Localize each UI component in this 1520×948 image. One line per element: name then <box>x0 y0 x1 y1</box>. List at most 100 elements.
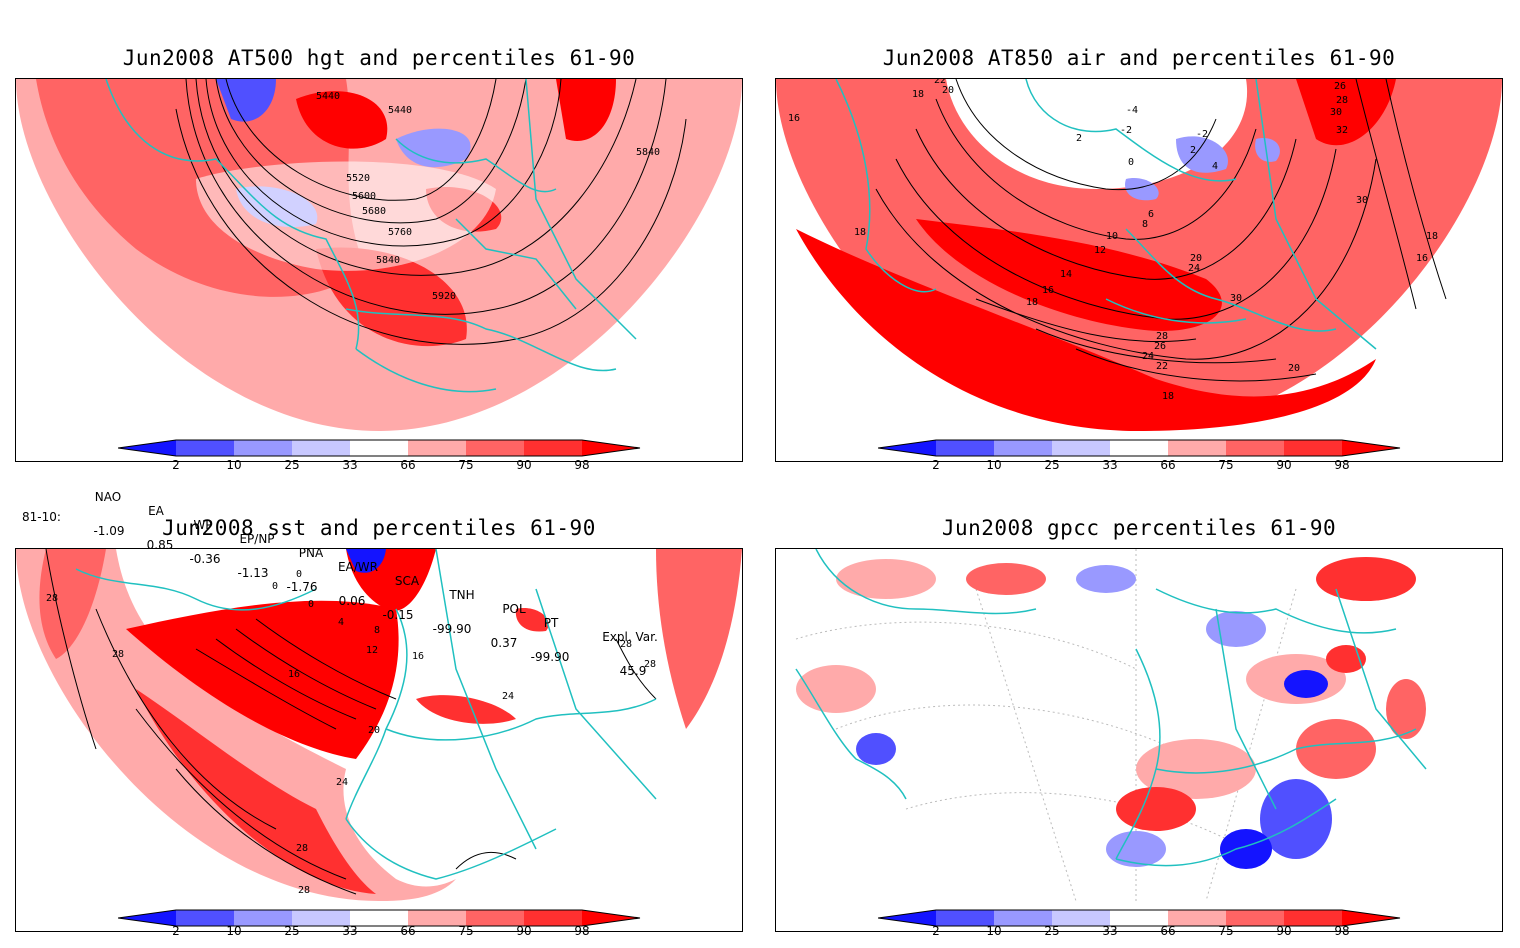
neutral-area <box>946 79 1248 189</box>
colorbar-segment <box>176 440 234 456</box>
colorbar-label: 10 <box>986 458 1002 472</box>
contour-label: 28 <box>644 659 656 670</box>
colorbar-label: 25 <box>1044 924 1060 938</box>
colorbar-segment <box>118 440 176 456</box>
colorbar-segment <box>1168 910 1226 926</box>
contour-label: 24 <box>1142 351 1154 362</box>
warm-anomaly <box>126 600 399 759</box>
contour-label: 30 <box>1330 107 1342 118</box>
colorbar-segment <box>408 440 466 456</box>
tc-value: 0.37 <box>490 636 518 650</box>
tc-value: -1.13 <box>237 566 269 580</box>
contour-label: 12 <box>366 645 378 656</box>
map-850air: 22 20 18 16 26 28 30 32 -4 -2 -2 2 2 0 4… <box>775 78 1503 462</box>
map-850air-canvas: 22 20 18 16 26 28 30 32 -4 -2 -2 2 2 0 4… <box>776 79 1502 431</box>
panel-title-850air: Jun2008 AT850 air and percentiles 61-90 <box>882 46 1396 70</box>
warm-anomaly <box>796 229 1376 431</box>
colorbar-label: 2 <box>932 458 940 472</box>
colorbar-segment <box>466 910 524 926</box>
colorbar-segment <box>582 440 640 456</box>
colorbar-label: 66 <box>1160 458 1176 472</box>
colorbar-segment <box>936 910 994 926</box>
colorbar-label: 10 <box>226 458 242 472</box>
contour-label: 0 <box>1128 157 1134 168</box>
contour-label: 18 <box>1026 297 1038 308</box>
contour-label: 16 <box>788 113 800 124</box>
dry-anomaly <box>856 733 896 765</box>
colorbar-label: 33 <box>342 458 358 472</box>
colorbar-segment <box>292 910 350 926</box>
colorbar-label: 98 <box>1334 924 1350 938</box>
contour-label: -2 <box>1196 129 1208 140</box>
tc-value: -99.90 <box>530 650 570 664</box>
contour-label: -2 <box>1120 125 1132 136</box>
dry-anomaly <box>1076 565 1136 593</box>
colorbar-segment <box>292 440 350 456</box>
contour-label: 4 <box>338 617 344 628</box>
contour-label: 22 <box>934 79 946 86</box>
colorbar-segment <box>350 910 408 926</box>
contour-label: 20 <box>942 85 954 96</box>
contour-label: 20 <box>1288 363 1300 374</box>
precip-anomalies <box>796 557 1426 869</box>
contour-label: 5840 <box>376 255 400 266</box>
contour-label: 5840 <box>636 147 660 158</box>
contour-label: 24 <box>1188 263 1200 274</box>
cold-anomaly <box>396 128 471 168</box>
neutral-area <box>196 161 496 271</box>
map-500hgt: 5440 5440 5840 5520 5600 5680 5760 5840 … <box>15 78 743 462</box>
wet-anomaly <box>1316 557 1416 601</box>
contour-label: 5920 <box>432 291 456 302</box>
contour-label: 18 <box>1426 231 1438 242</box>
colorbar-segment <box>234 440 292 456</box>
colorbar-segment <box>176 910 234 926</box>
colorbar-segment <box>1052 440 1110 456</box>
colorbar-segment <box>1226 440 1284 456</box>
cold-anomaly <box>346 549 386 573</box>
warm-anomaly <box>656 549 742 729</box>
colorbar-label: 66 <box>400 924 416 938</box>
contour-label: 0 <box>272 581 278 592</box>
tc-header: EA/WR <box>337 560 379 574</box>
colorbar-label: 2 <box>172 458 180 472</box>
colorbar-segment <box>878 440 936 456</box>
tc-header: EP/NP <box>239 532 275 546</box>
warm-anomaly <box>1296 79 1396 146</box>
colorbar-segment <box>1052 910 1110 926</box>
contour-label: 2 <box>1190 145 1196 156</box>
contour-label: 28 <box>620 639 632 650</box>
contour-label: 26 <box>1334 81 1346 92</box>
contour-label: 8 <box>374 625 380 636</box>
contour-labels: 22 20 18 16 26 28 30 32 -4 -2 -2 2 2 0 4… <box>788 79 1438 402</box>
colorbar-label: 25 <box>1044 458 1060 472</box>
tc-value: -0.15 <box>382 608 414 622</box>
warm-anomaly <box>39 549 106 659</box>
colorbar-label: 25 <box>284 458 300 472</box>
tc-period: 81-10: <box>22 510 61 524</box>
colorbar-label: 75 <box>458 458 474 472</box>
warm-anomaly <box>296 91 388 149</box>
panel-title-gpcc: Jun2008 gpcc percentiles 61-90 <box>941 516 1337 540</box>
contour-label: 18 <box>1162 391 1174 402</box>
tc-value: -1.09 <box>93 524 125 538</box>
colorbar-segment <box>466 440 524 456</box>
contour-label: 28 <box>296 843 308 854</box>
colorbar-label: 90 <box>516 458 532 472</box>
wet-anomaly <box>836 559 936 599</box>
colorbar-label: 2 <box>932 924 940 938</box>
colorbar-label: 90 <box>1276 458 1292 472</box>
contour-label: 5680 <box>362 206 386 217</box>
contour-label: 20 <box>1190 253 1202 264</box>
contour-label: 18 <box>854 227 866 238</box>
dry-anomaly <box>1284 670 1328 698</box>
tc-header: NAO <box>94 490 122 504</box>
colorbar-segment <box>350 440 408 456</box>
contour-label: 30 <box>1230 293 1242 304</box>
contour-label: 16 <box>288 669 300 680</box>
colorbar-segment <box>524 910 582 926</box>
map-sst: 28 28 0 0 0 4 8 12 16 16 20 24 24 28 28 … <box>15 548 743 932</box>
tc-header: PT <box>543 616 559 630</box>
colorbar-segment <box>1342 910 1400 926</box>
colorbar-2-swatches <box>877 439 1401 457</box>
dry-anomaly <box>1220 829 1272 869</box>
